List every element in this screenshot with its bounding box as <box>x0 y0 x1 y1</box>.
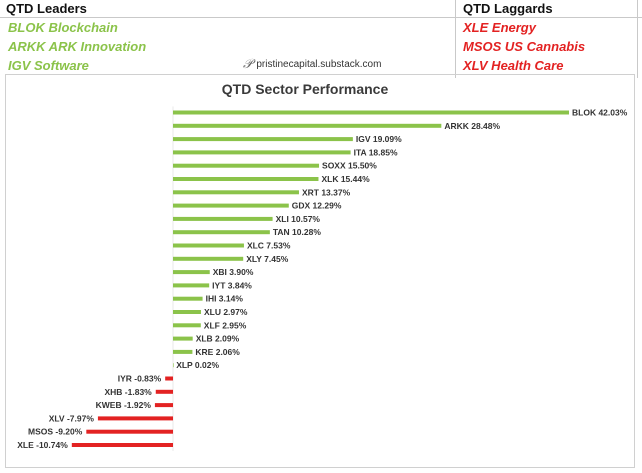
bar-xhb <box>155 389 173 394</box>
bar-label-xrt: XRT 13.37% <box>302 187 351 197</box>
bar-arkk <box>173 123 442 128</box>
bar-label-gdx: GDX 12.29% <box>292 201 342 211</box>
column-divider <box>455 0 456 78</box>
bar-xlv <box>97 416 173 421</box>
leader-item-2: ARKK ARK Innovation <box>8 39 147 54</box>
bar-kweb <box>154 403 173 408</box>
bar-msos <box>86 429 173 434</box>
bar-xle <box>71 443 173 447</box>
bar-xlc <box>173 243 244 248</box>
bar-label-xlc: XLC 7.53% <box>247 241 291 251</box>
laggards-heading: QTD Laggards <box>463 1 553 16</box>
bar-xlu <box>173 310 201 314</box>
bar-label-igv: IGV 19.09% <box>356 134 402 144</box>
bar-label-msos: MSOS -9.20% <box>28 427 83 437</box>
bar-label-xlb: XLB 2.09% <box>196 334 240 344</box>
bar-xlb <box>173 336 193 341</box>
bar-igv <box>173 137 353 142</box>
laggard-item-3: XLV Health Care <box>463 58 564 73</box>
chart-title: QTD Sector Performance <box>221 81 389 97</box>
chart-frame <box>5 74 635 468</box>
bar-xlp <box>173 363 174 368</box>
bar-label-ita: ITA 18.85% <box>354 147 398 157</box>
bar-soxx <box>173 163 320 168</box>
header-divider <box>0 17 642 18</box>
bar-label-xlp: XLP 0.02% <box>176 360 219 370</box>
bar-label-xhb: XHB -1.83% <box>105 387 153 397</box>
bar-xlk <box>173 177 319 181</box>
laggard-item-1: XLE Energy <box>463 20 536 35</box>
bar-label-xlk: XLK 15.44% <box>321 174 370 184</box>
bar-blok <box>173 110 569 115</box>
bar-ita <box>173 150 351 155</box>
bar-ihi <box>173 296 203 301</box>
bar-label-iyt: IYT 3.84% <box>212 280 252 290</box>
bar-xli <box>173 216 273 221</box>
bar-label-xly: XLY 7.45% <box>246 254 289 264</box>
watermark-text: pristinecapital.substack.com <box>256 59 382 70</box>
leader-item-3: IGV Software <box>8 58 89 73</box>
bar-label-tan: TAN 10.28% <box>273 227 321 237</box>
bar-label-arkk: ARKK 28.48% <box>444 121 500 131</box>
pristine-logo-icon: 𝒫 <box>243 57 253 72</box>
bar-label-kre: KRE 2.06% <box>195 347 240 357</box>
bar-label-xlv: XLV -7.97% <box>49 413 95 423</box>
bar-kre <box>173 349 193 354</box>
bar-iyt <box>173 283 210 288</box>
bar-label-xli: XLI 10.57% <box>276 214 321 224</box>
bar-xly <box>173 256 244 261</box>
watermark: 𝒫 pristinecapital.substack.com <box>243 57 381 72</box>
bar-label-xlu: XLU 2.97% <box>204 307 248 317</box>
bar-label-iyr: IYR -0.83% <box>118 374 162 384</box>
bar-xbi <box>173 270 210 275</box>
bar-label-soxx: SOXX 15.50% <box>322 161 377 171</box>
bar-label-xbi: XBI 3.90% <box>213 267 254 277</box>
bar-label-xle: XLE -10.74% <box>17 440 68 450</box>
bar-tan <box>173 230 270 235</box>
bar-xrt <box>173 190 299 195</box>
bar-label-blok: BLOK 42.03% <box>572 108 628 118</box>
bar-xlf <box>173 323 201 328</box>
bar-gdx <box>173 203 289 208</box>
laggard-item-2: MSOS US Cannabis <box>463 39 586 54</box>
leaders-heading: QTD Leaders <box>6 1 87 16</box>
bar-iyr <box>165 376 173 381</box>
leader-item-1: BLOK Blockchain <box>8 20 118 35</box>
right-edge-line <box>637 0 638 78</box>
bar-label-xlf: XLF 2.95% <box>204 320 247 330</box>
bar-label-kweb: KWEB -1.92% <box>96 400 152 410</box>
bar-label-ihi: IHI 3.14% <box>206 294 244 304</box>
